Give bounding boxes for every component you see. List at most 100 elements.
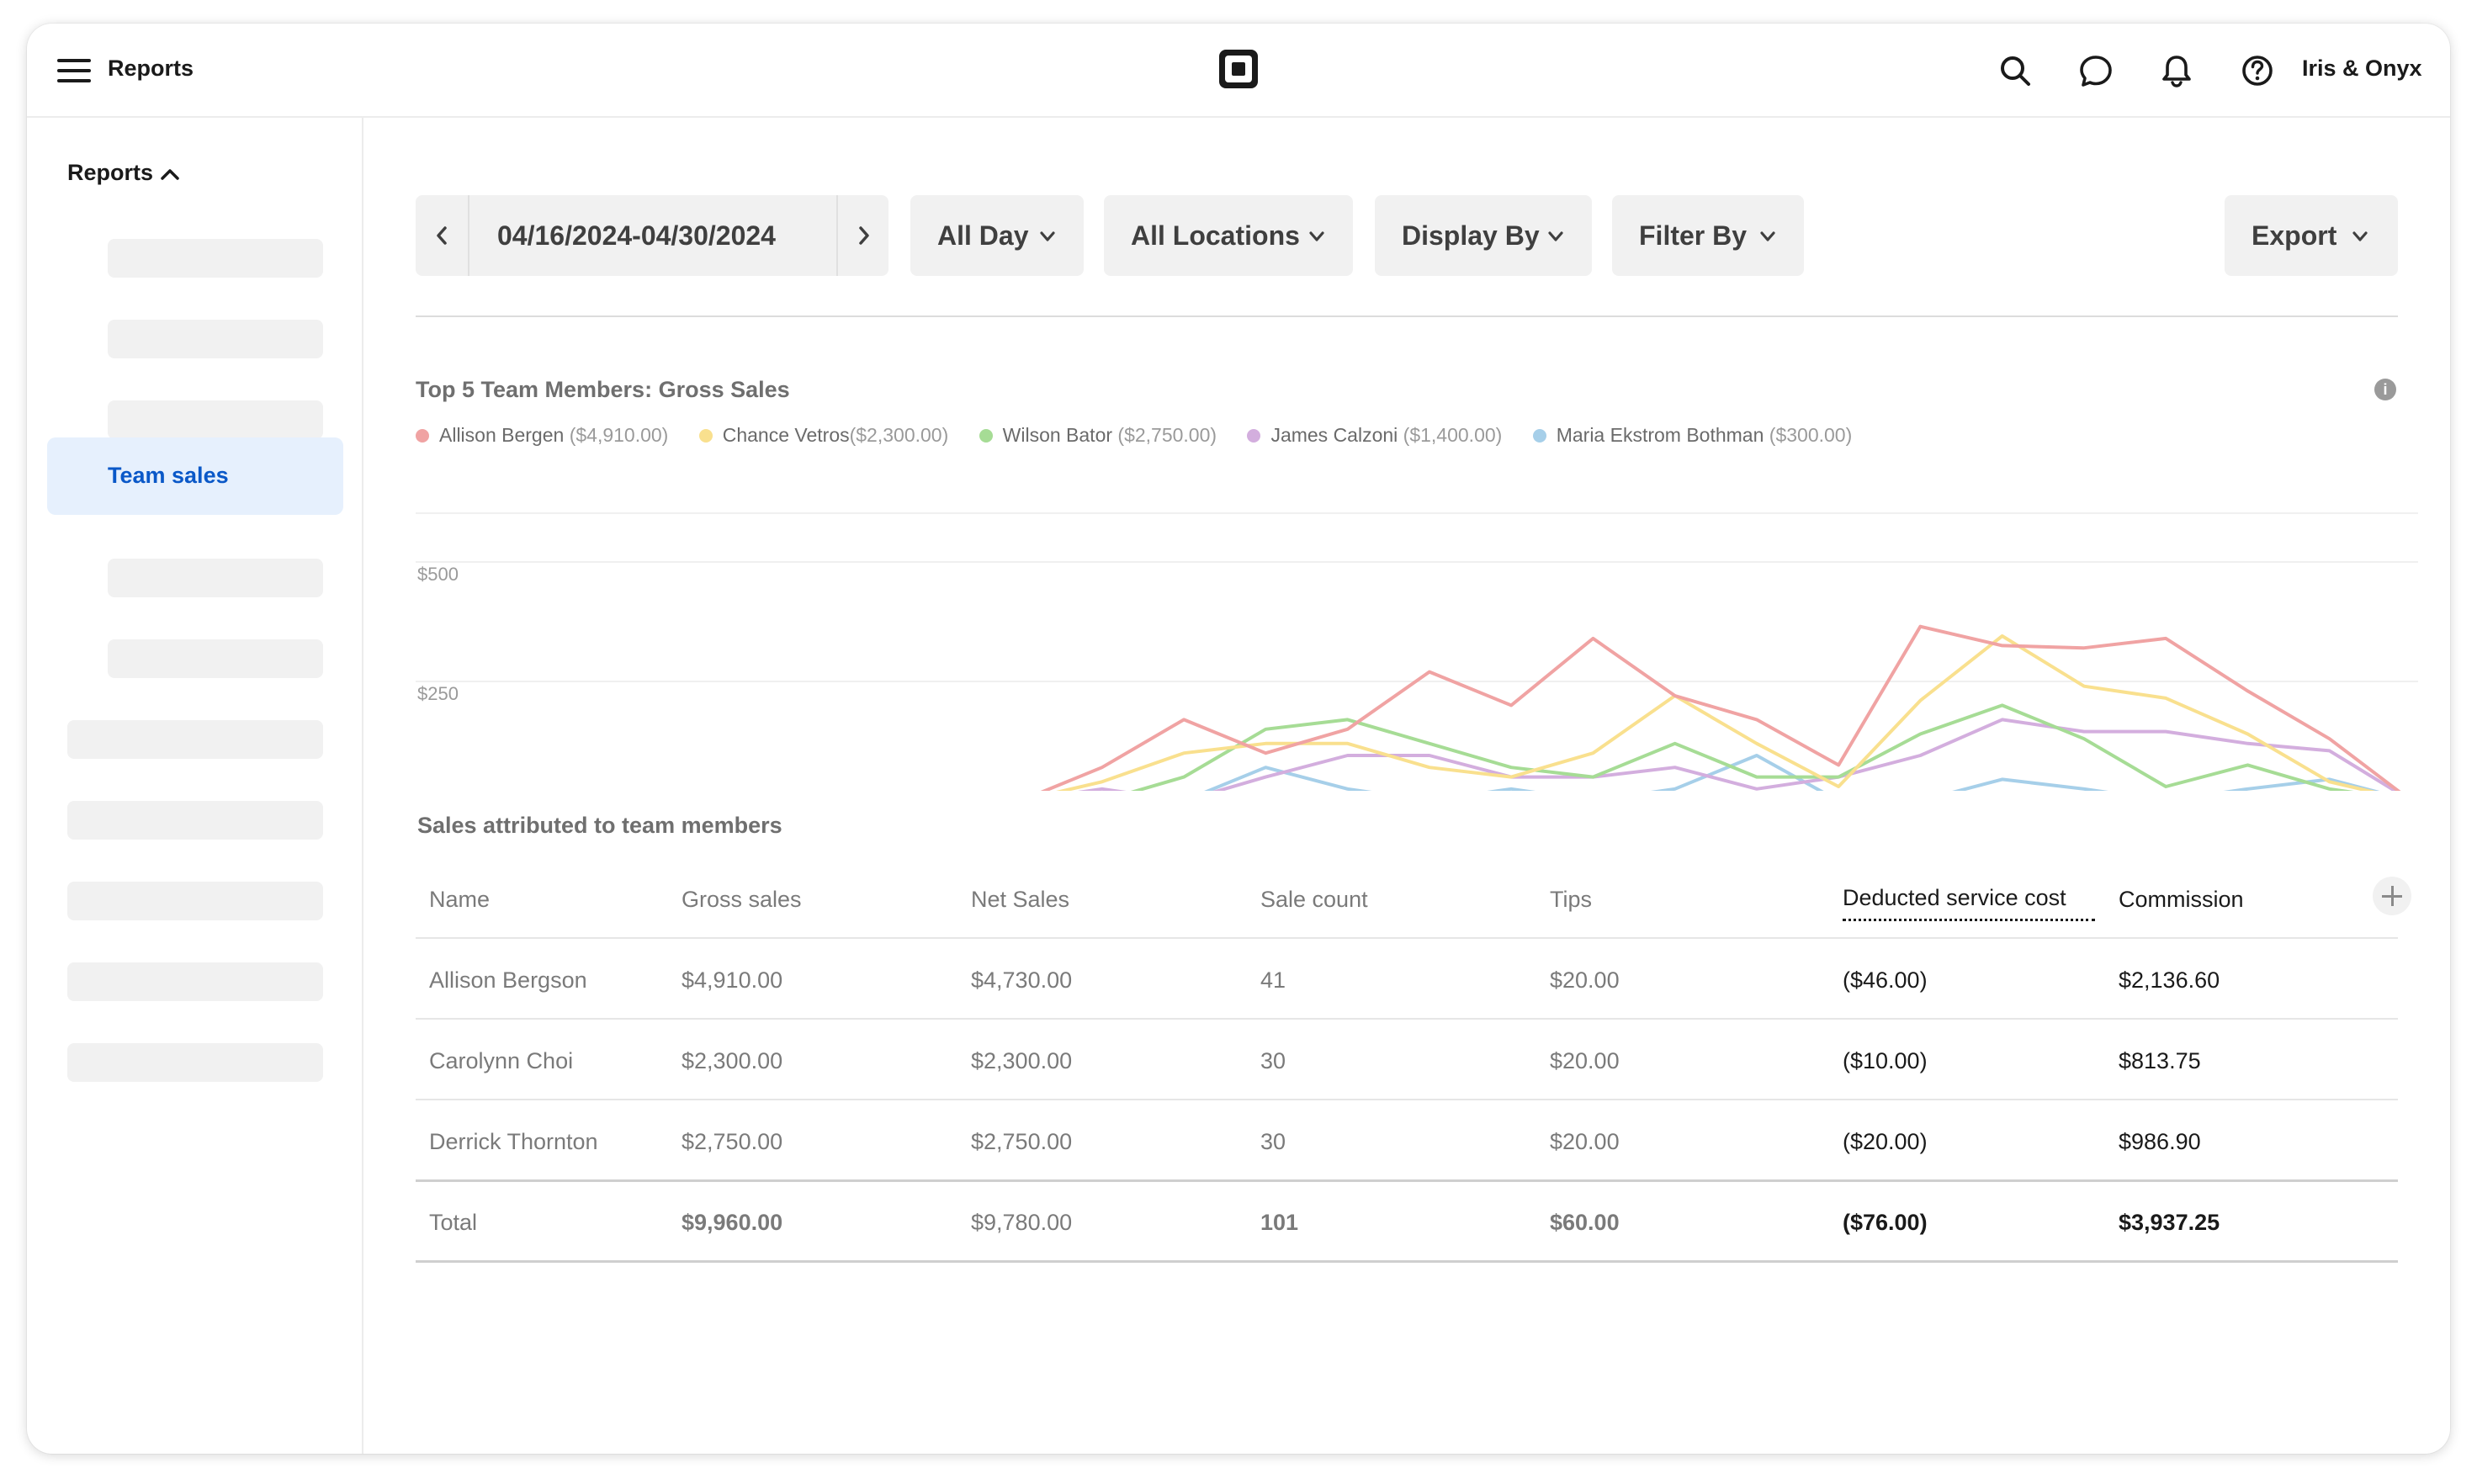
- legend-name: Wilson Bator: [1002, 424, 1113, 446]
- table-row[interactable]: Carolynn Choi $2,300.00 $2,300.00 30 $20…: [416, 1020, 2398, 1100]
- row-divider: [416, 937, 2398, 939]
- sidebar-item-placeholder[interactable]: [108, 320, 323, 358]
- square-logo[interactable]: [1217, 48, 1260, 90]
- sidebar-item-placeholder[interactable]: [108, 400, 323, 439]
- sidebar-item-placeholder[interactable]: [108, 239, 323, 278]
- legend-item[interactable]: Allison Bergen ($4,910.00): [416, 424, 668, 447]
- cell-name: Allison Bergson: [429, 967, 587, 993]
- locations-dropdown[interactable]: All Locations: [1104, 195, 1353, 276]
- time-dropdown[interactable]: All Day: [910, 195, 1084, 276]
- total-row: Total $9,960.00 $9,780.00 101 $60.00 ($7…: [416, 1181, 2398, 1262]
- sidebar-heading-label: Reports: [67, 160, 154, 185]
- previous-range-button[interactable]: [416, 195, 469, 276]
- search-icon[interactable]: [1997, 53, 2033, 88]
- add-column-button[interactable]: [2373, 877, 2411, 915]
- column-header-gross-sales[interactable]: Gross sales: [682, 887, 802, 912]
- total-label: Total: [429, 1210, 478, 1235]
- cell-sale-count: 41: [1260, 967, 1286, 993]
- sidebar-item-placeholder[interactable]: [67, 962, 323, 1001]
- cell-tips: $20.00: [1550, 967, 1620, 993]
- legend-item[interactable]: Chance Vetros($2,300.00): [698, 424, 949, 447]
- export-label: Export: [2252, 220, 2337, 251]
- cell-commission: $813.75: [2119, 1048, 2201, 1073]
- table-row[interactable]: Derrick Thornton $2,750.00 $2,750.00 30 …: [416, 1100, 2398, 1181]
- legend-item[interactable]: James Calzoni ($1,400.00): [1247, 424, 1502, 447]
- cell-commission: $2,136.60: [2119, 967, 2220, 993]
- top-bar: Reports Iris & Onyx: [27, 24, 2450, 118]
- bell-icon[interactable]: [2159, 53, 2194, 88]
- sidebar-item-placeholder[interactable]: [108, 639, 323, 678]
- series-line-james-calzoni[interactable]: [529, 718, 2411, 791]
- total-tips: $60.00: [1550, 1210, 1620, 1235]
- table-bottom-divider: [416, 1260, 2398, 1263]
- chevron-right-icon: [859, 226, 869, 245]
- chevron-up-icon: [161, 169, 179, 180]
- legend-dot: [416, 429, 429, 443]
- sidebar-item-placeholder[interactable]: [67, 720, 323, 759]
- date-range-control: 04/16/2024-04/30/2024: [416, 195, 888, 276]
- cell-gross-sales: $2,750.00: [682, 1129, 783, 1154]
- total-divider: [416, 1179, 2398, 1182]
- account-name[interactable]: Iris & Onyx: [2302, 56, 2422, 81]
- chat-icon[interactable]: [2078, 53, 2114, 88]
- chevron-down-icon: [1040, 231, 1055, 241]
- total-net-sales: $9,780.00: [971, 1210, 1073, 1235]
- next-range-button[interactable]: [836, 195, 890, 276]
- sidebar-heading[interactable]: Reports: [67, 160, 180, 186]
- cell-gross-sales: $4,910.00: [682, 967, 783, 993]
- date-range-value[interactable]: 04/16/2024-04/30/2024: [497, 220, 776, 251]
- series-line-chance-vetros[interactable]: [529, 634, 2411, 791]
- cell-gross-sales: $2,300.00: [682, 1048, 783, 1073]
- sidebar-item-placeholder[interactable]: [67, 801, 323, 840]
- display-by-dropdown[interactable]: Display By: [1375, 195, 1592, 276]
- filter-by-dropdown[interactable]: Filter By: [1612, 195, 1804, 276]
- cell-tips: $20.00: [1550, 1048, 1620, 1073]
- chevron-down-icon: [1548, 231, 1563, 241]
- menu-icon[interactable]: [57, 59, 91, 82]
- legend-name: Maria Ekstrom Bothman: [1556, 424, 1764, 446]
- cell-tips: $20.00: [1550, 1129, 1620, 1154]
- row-divider: [416, 1099, 2398, 1100]
- cell-net-sales: $2,750.00: [971, 1129, 1073, 1154]
- sidebar-item-label: Team sales: [108, 463, 229, 488]
- legend-item[interactable]: Wilson Bator ($2,750.00): [979, 424, 1217, 447]
- table-title: Sales attributed to team members: [417, 813, 782, 838]
- export-dropdown[interactable]: Export: [2225, 195, 2398, 276]
- table-row[interactable]: Allison Bergson $4,910.00 $4,730.00 41 $…: [416, 939, 2398, 1020]
- series-line-allison-bergen[interactable]: [529, 624, 2411, 791]
- legend-dot: [979, 429, 993, 443]
- total-commission: $3,937.25: [2119, 1210, 2220, 1235]
- column-header-deducted-service-cost[interactable]: Deducted service cost: [1843, 885, 2066, 910]
- column-header-tips[interactable]: Tips: [1550, 887, 1593, 912]
- cell-deducted-service-cost: ($46.00): [1843, 967, 1928, 993]
- legend-item[interactable]: Maria Ekstrom Bothman ($300.00): [1532, 424, 1852, 447]
- app-title[interactable]: Reports: [108, 56, 194, 81]
- total-deducted-service-cost: ($76.00): [1843, 1210, 1928, 1235]
- help-icon[interactable]: [2240, 53, 2275, 88]
- chevron-down-icon: [1760, 231, 1775, 241]
- y-tick-label: $250: [417, 683, 459, 704]
- sidebar-item-placeholder[interactable]: [67, 1043, 323, 1082]
- sidebar-item-team-sales[interactable]: Team sales: [47, 437, 343, 515]
- chevron-left-icon: [437, 226, 447, 245]
- cell-sale-count: 30: [1260, 1048, 1286, 1073]
- legend-value: ($2,750.00): [1117, 424, 1217, 446]
- cell-net-sales: $2,300.00: [971, 1048, 1073, 1073]
- cell-sale-count: 30: [1260, 1129, 1286, 1154]
- legend-dot: [1532, 429, 1546, 443]
- legend-name: Chance Vetros: [722, 424, 850, 446]
- info-icon[interactable]: i: [2374, 379, 2396, 400]
- legend-value: ($1,400.00): [1403, 424, 1503, 446]
- column-header-net-sales[interactable]: Net Sales: [971, 887, 1070, 912]
- column-header-sale-count[interactable]: Sale count: [1260, 887, 1368, 912]
- legend-dot: [1247, 429, 1261, 443]
- sidebar-item-placeholder[interactable]: [108, 559, 323, 597]
- chart-title: Top 5 Team Members: Gross Sales: [416, 377, 790, 402]
- column-header-commission[interactable]: Commission: [2119, 887, 2244, 912]
- total-sale-count: 101: [1260, 1210, 1299, 1235]
- sidebar-item-placeholder[interactable]: [67, 882, 323, 920]
- column-header-name[interactable]: Name: [429, 887, 491, 912]
- legend-value: ($2,300.00): [849, 424, 949, 446]
- series-line-wilson-bator[interactable]: [529, 703, 2411, 791]
- cell-deducted-service-cost: ($10.00): [1843, 1048, 1928, 1073]
